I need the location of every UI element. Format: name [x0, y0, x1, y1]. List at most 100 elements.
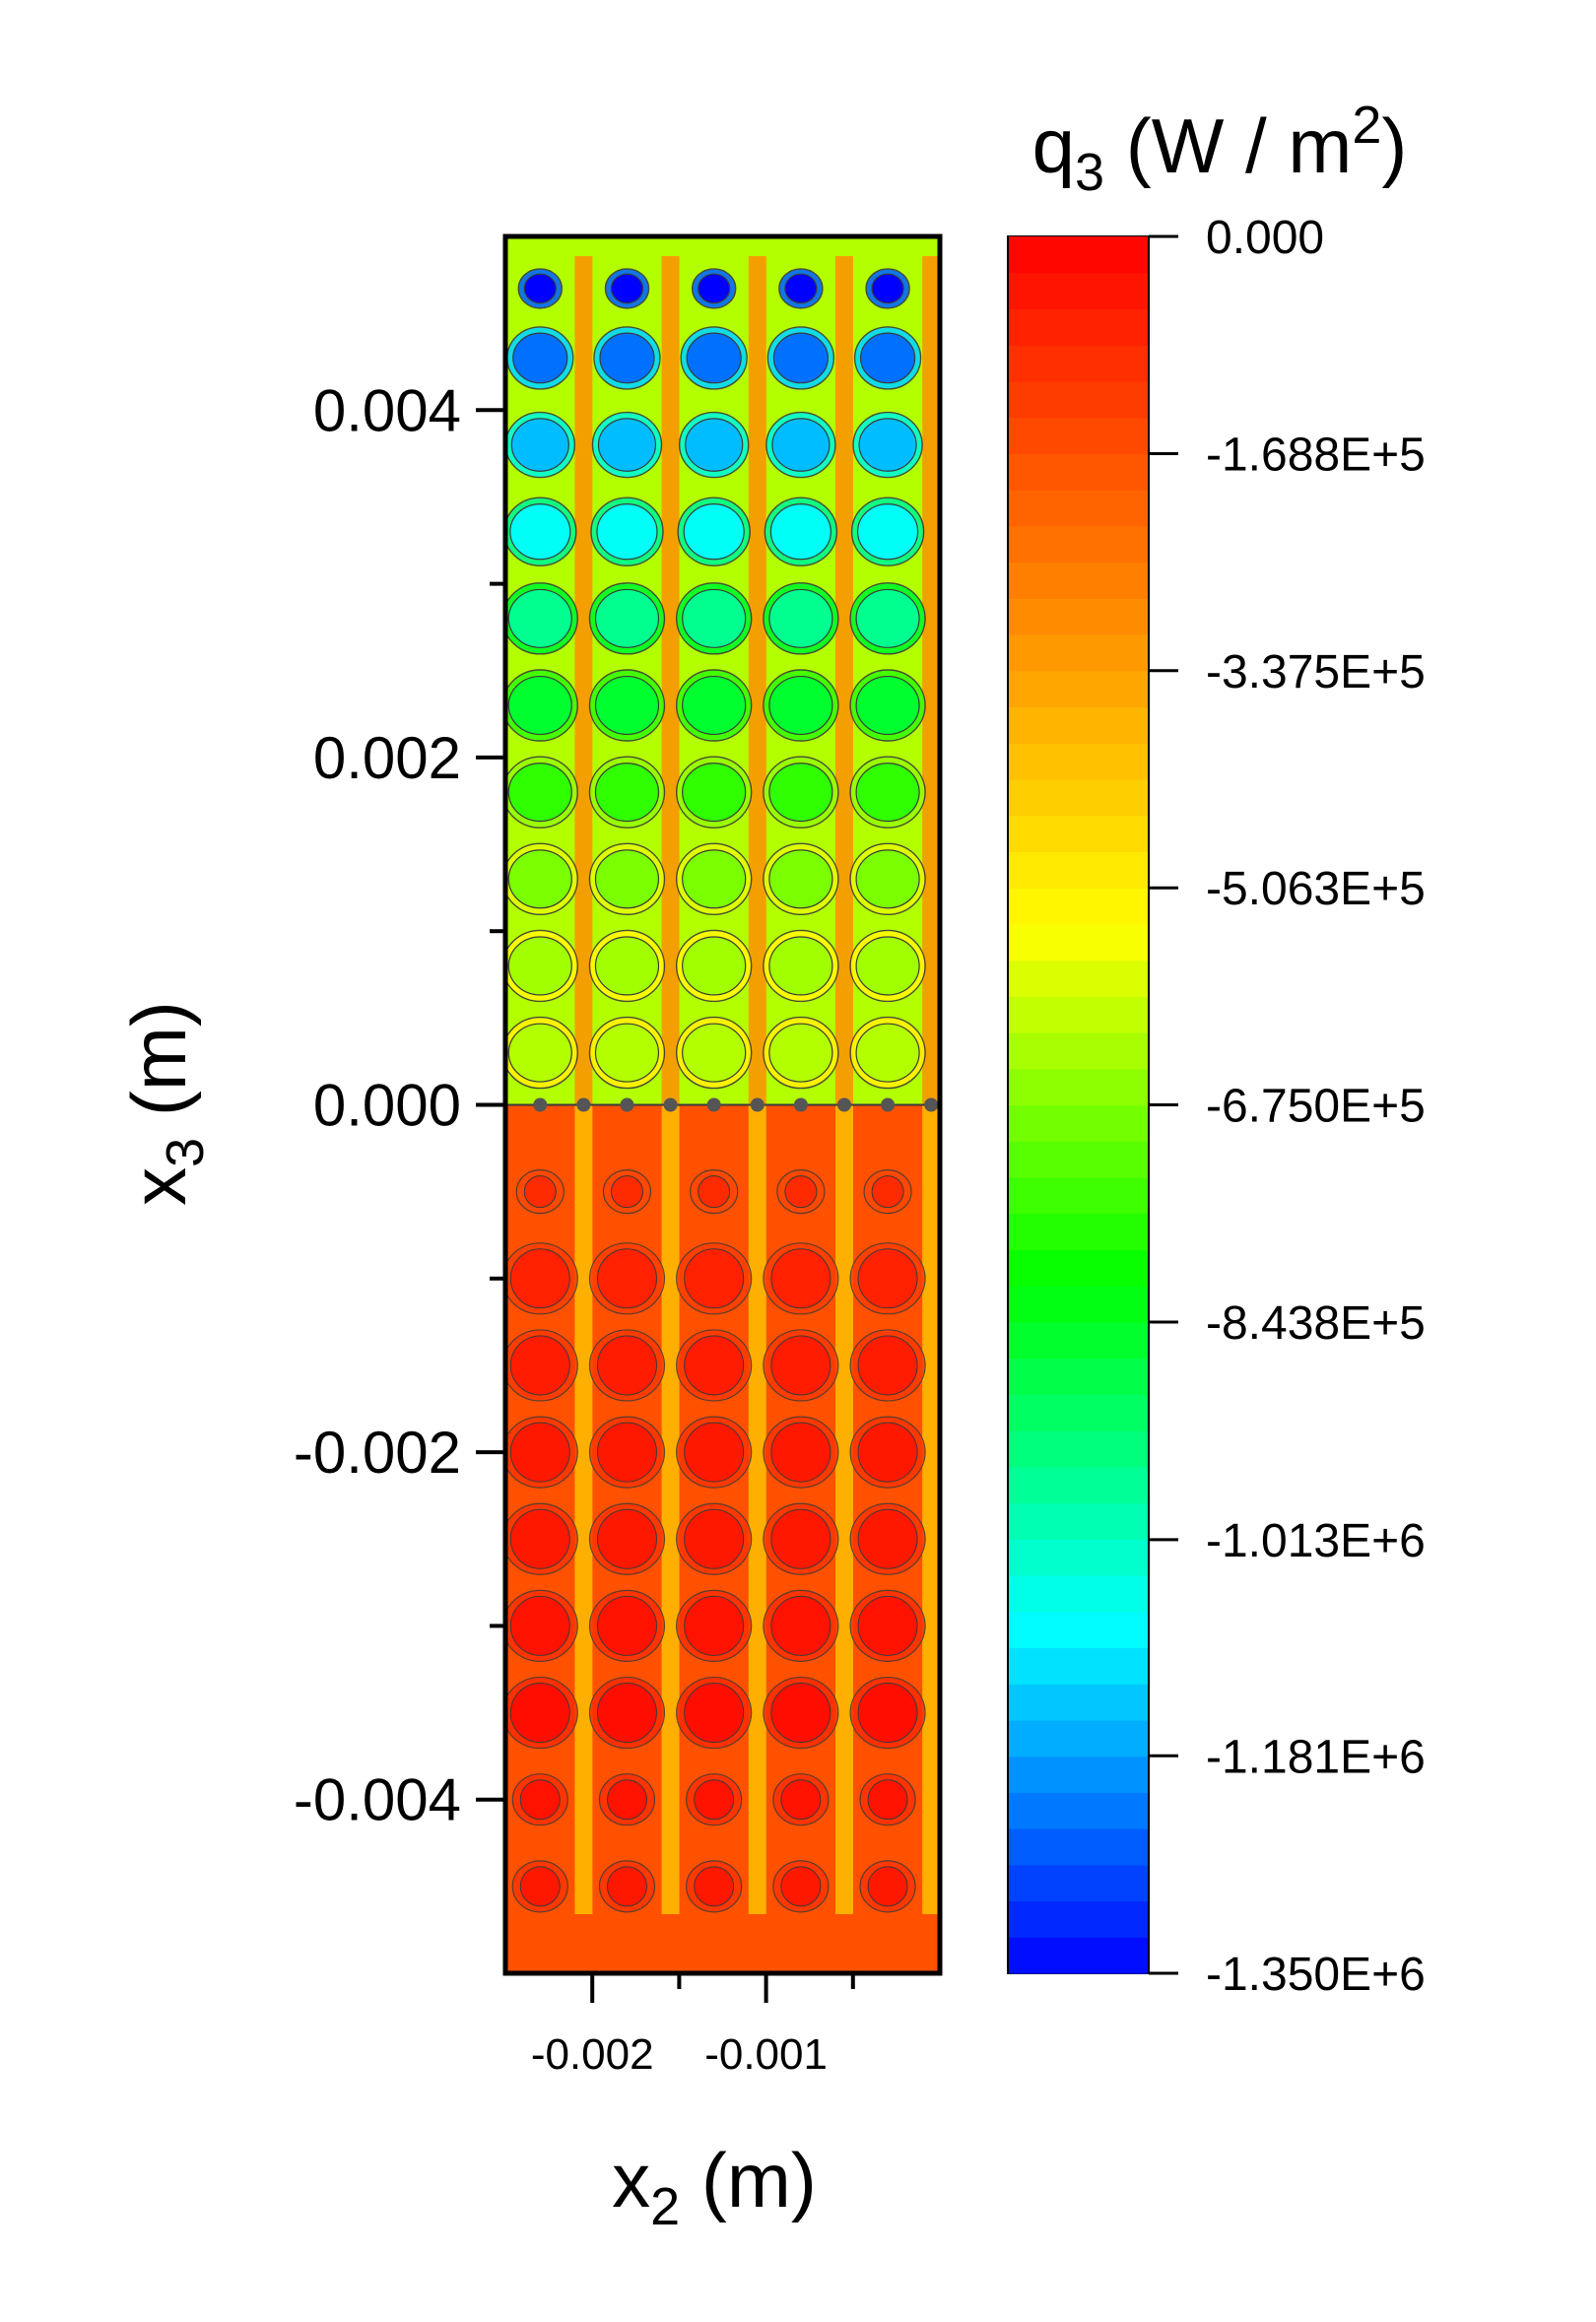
- flux-hotspot: [523, 273, 557, 304]
- flux-hotspot: [507, 763, 572, 823]
- flux-hotspot: [771, 418, 831, 472]
- flux-hotspot: [509, 1595, 570, 1656]
- flux-hotspot: [857, 1422, 918, 1483]
- interface-node: [836, 1097, 851, 1112]
- colorbar-band: [1009, 1502, 1148, 1540]
- colorbar-band: [1009, 1032, 1148, 1070]
- flux-bridge: [505, 1104, 506, 1914]
- flux-hotspot: [769, 503, 831, 561]
- colorbar-tick-label: -5.063E+5: [1206, 863, 1426, 915]
- colorbar-band: [1009, 815, 1148, 852]
- colorbar-band: [1009, 1684, 1148, 1721]
- colorbar-band: [1009, 345, 1148, 382]
- colorbar-band: [1009, 1104, 1148, 1142]
- colorbar-tick-label: -6.750E+5: [1206, 1081, 1426, 1133]
- flux-hotspot: [682, 849, 747, 909]
- colorbar-band: [1009, 453, 1148, 491]
- colorbar-band: [1009, 706, 1148, 744]
- colorbar-band: [1009, 1141, 1148, 1178]
- flux-bridge: [574, 1104, 593, 1914]
- flux-hotspot: [509, 1508, 570, 1569]
- flux-bridge: [922, 1104, 940, 1914]
- flux-hotspot: [685, 418, 744, 472]
- colorbar-ticks: 0.000 -1.688E+5 -3.375E+5 -5.063E+5 -6.750E+…: [1149, 212, 1426, 2001]
- flux-bridge: [574, 256, 593, 1105]
- colorbar-band: [1009, 598, 1148, 635]
- colorbar-band: [1009, 1430, 1148, 1468]
- flux-hotspot: [871, 1175, 904, 1209]
- y-tick-label: 0.000: [313, 1073, 461, 1139]
- flux-hotspot: [784, 1175, 818, 1209]
- x-axis-label: x2 (m): [612, 2137, 817, 2236]
- colorbar-band: [1009, 1249, 1148, 1287]
- flux-hotspot: [770, 1248, 831, 1309]
- colorbar-band: [1009, 743, 1148, 780]
- flux-bridge: [922, 256, 940, 1105]
- y-tick-label: -0.002: [294, 1420, 461, 1486]
- colorbar-band: [1009, 1466, 1148, 1504]
- flux-hotspot: [784, 273, 818, 304]
- colorbar-bands: [1009, 236, 1148, 1974]
- flux-hotspot: [596, 1248, 657, 1309]
- colorbar-band: [1009, 1828, 1148, 1866]
- y-tick-label: 0.002: [313, 725, 461, 791]
- flux-hotspot: [855, 849, 920, 909]
- flux-hotspot: [684, 1335, 745, 1396]
- flux-hotspot: [770, 1508, 831, 1569]
- flux-hotspot: [855, 588, 920, 648]
- interface-node: [663, 1097, 678, 1112]
- flux-hotspot: [698, 1175, 731, 1209]
- flux-hotspot: [770, 1683, 831, 1744]
- flux-hotspot: [509, 1248, 570, 1309]
- contour-field: [505, 236, 940, 1973]
- flux-hotspot: [596, 1508, 657, 1569]
- colorbar-tick-label: -8.438E+5: [1206, 1297, 1426, 1350]
- flux-bridge: [834, 1104, 853, 1914]
- colorbar-band: [1009, 1068, 1148, 1106]
- colorbar-band: [1009, 923, 1148, 962]
- flux-hotspot: [684, 1508, 745, 1569]
- flux-hotspot: [768, 936, 833, 996]
- colorbar-band: [1009, 996, 1148, 1033]
- colorbar-tick-label: -1.181E+6: [1206, 1731, 1426, 1783]
- flux-hotspot: [596, 1683, 657, 1744]
- flux-hotspot: [596, 1335, 657, 1396]
- colorbar-band: [1009, 1900, 1148, 1938]
- colorbar-band: [1009, 1937, 1148, 1974]
- interface-node: [750, 1097, 765, 1112]
- colorbar-tick-label: 0.000: [1206, 212, 1324, 264]
- flux-hotspot: [855, 1023, 920, 1083]
- flux-hotspot: [594, 763, 660, 823]
- colorbar-band: [1009, 1574, 1148, 1613]
- flux-hotspot: [867, 1866, 908, 1907]
- flux-hotspot: [867, 1779, 908, 1821]
- flux-hotspot: [772, 332, 829, 384]
- flux-hotspot: [770, 1595, 831, 1656]
- colorbar-band: [1009, 960, 1148, 997]
- interface-node: [881, 1097, 896, 1112]
- flux-hotspot: [684, 1683, 745, 1744]
- interface-node: [576, 1097, 591, 1112]
- flux-hotspot: [519, 1779, 561, 1821]
- interface-node: [793, 1097, 808, 1112]
- flux-hotspot: [855, 936, 920, 996]
- flux-hotspot: [606, 1866, 647, 1907]
- flux-hotspot: [694, 1779, 735, 1821]
- flux-hotspot: [682, 675, 747, 736]
- colorbar-band: [1009, 1176, 1148, 1215]
- flux-hotspot: [698, 273, 731, 304]
- interface-node: [706, 1097, 721, 1112]
- colorbar-band: [1009, 1647, 1148, 1685]
- flux-hotspot: [507, 936, 572, 996]
- flux-bridge: [834, 256, 853, 1105]
- colorbar-band: [1009, 380, 1148, 419]
- colorbar-band: [1009, 1394, 1148, 1431]
- interface-node: [924, 1097, 939, 1112]
- colorbar-band: [1009, 1864, 1148, 1902]
- flux-hotspot: [610, 273, 644, 304]
- x-tick-label: -0.001: [704, 2030, 828, 2079]
- colorbar-title: q3 (W / m2): [1032, 96, 1408, 202]
- flux-hotspot: [768, 588, 833, 648]
- flux-bridge: [505, 256, 506, 1105]
- flux-hotspot: [859, 332, 916, 384]
